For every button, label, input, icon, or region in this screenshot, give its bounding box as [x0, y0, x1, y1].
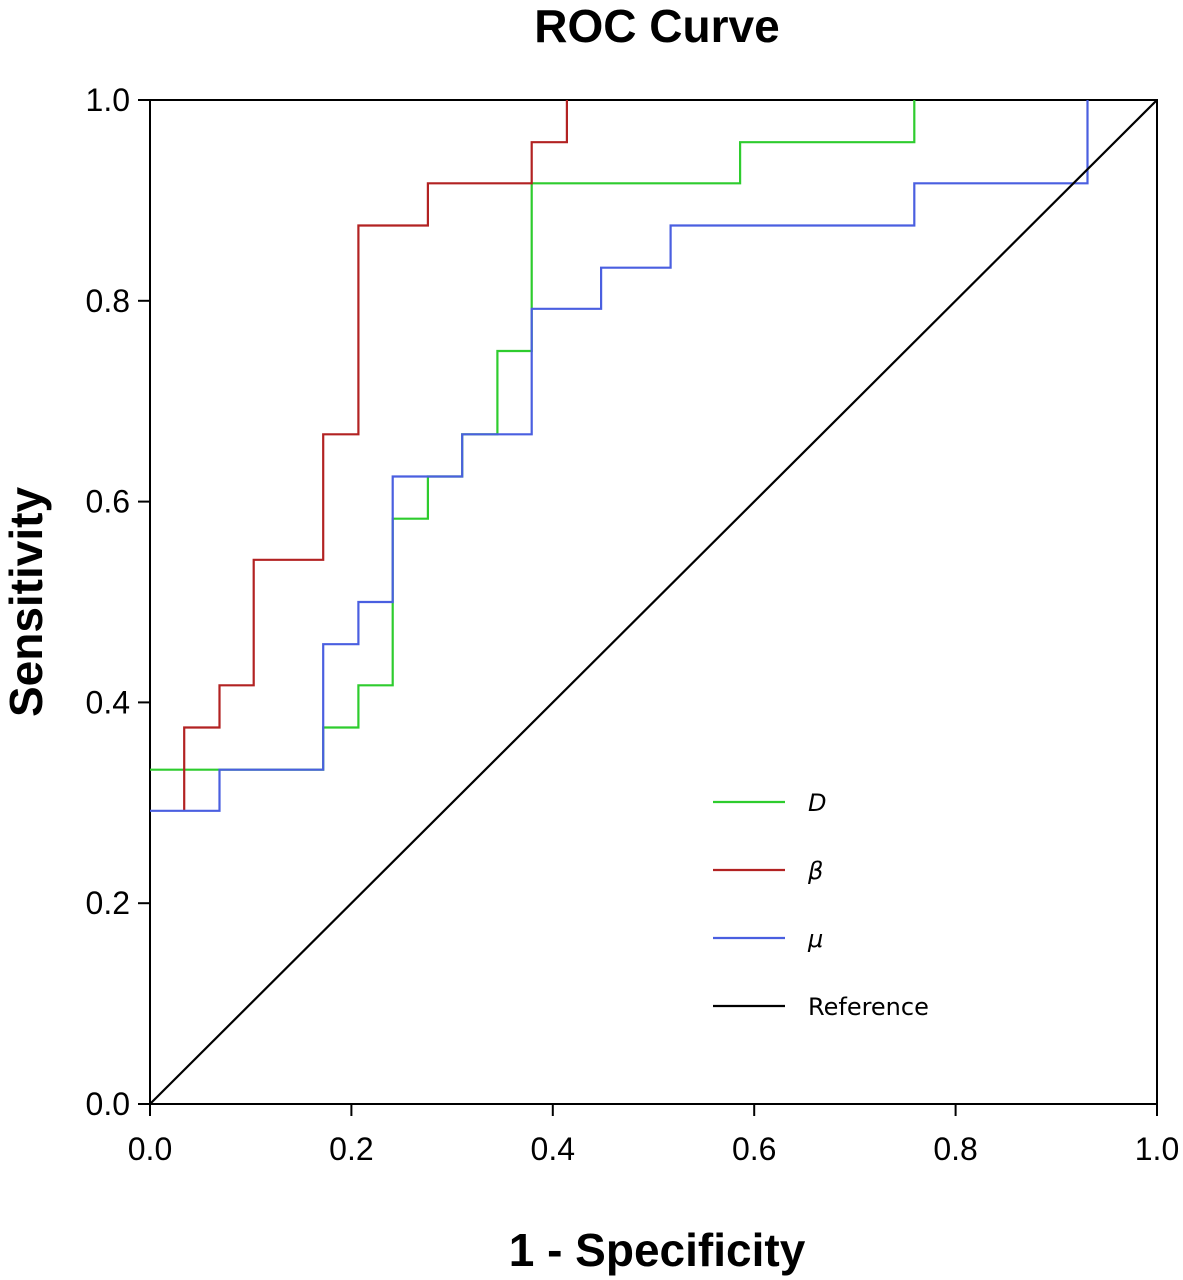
x-tick-label: 0.6	[732, 1131, 776, 1167]
legend-label-d: D	[808, 789, 826, 817]
plot-area: 0.0 0.2 0.4 0.6 0.8 1.0 0.0 0.2 0.4 0.6 0.8 1.0	[86, 82, 1180, 1167]
x-tick-label: 0.2	[329, 1131, 373, 1167]
x-axis-title: 1 - Specificity	[509, 1224, 806, 1276]
y-tick-label: 0.6	[86, 484, 130, 520]
y-axis-title: Sensitivity	[0, 487, 52, 718]
chart-title: ROC Curve	[534, 0, 779, 52]
series-line-mu	[150, 100, 1089, 812]
x-tick-label: 1.0	[1135, 1131, 1179, 1167]
y-tick-label: 0.4	[86, 684, 130, 720]
x-tick-label: 0.4	[531, 1131, 575, 1167]
y-tick-label: 0.0	[86, 1086, 130, 1122]
y-tick-label: 1.0	[86, 82, 130, 118]
legend-label-reference: Reference	[808, 993, 929, 1021]
series-line-reference	[149, 99, 1158, 1105]
x-tick-label: 0.0	[128, 1131, 172, 1167]
y-tick-label: 0.8	[86, 283, 130, 319]
series-line-beta	[183, 100, 569, 811]
x-tick-label: 0.8	[933, 1131, 977, 1167]
legend-label-mu: μ	[807, 925, 823, 953]
y-tick-label: 0.2	[86, 885, 130, 921]
legend: Dβ μ Reference	[713, 789, 929, 1021]
legend-label-beta: β	[807, 857, 823, 885]
plot-frame	[149, 99, 1158, 1105]
